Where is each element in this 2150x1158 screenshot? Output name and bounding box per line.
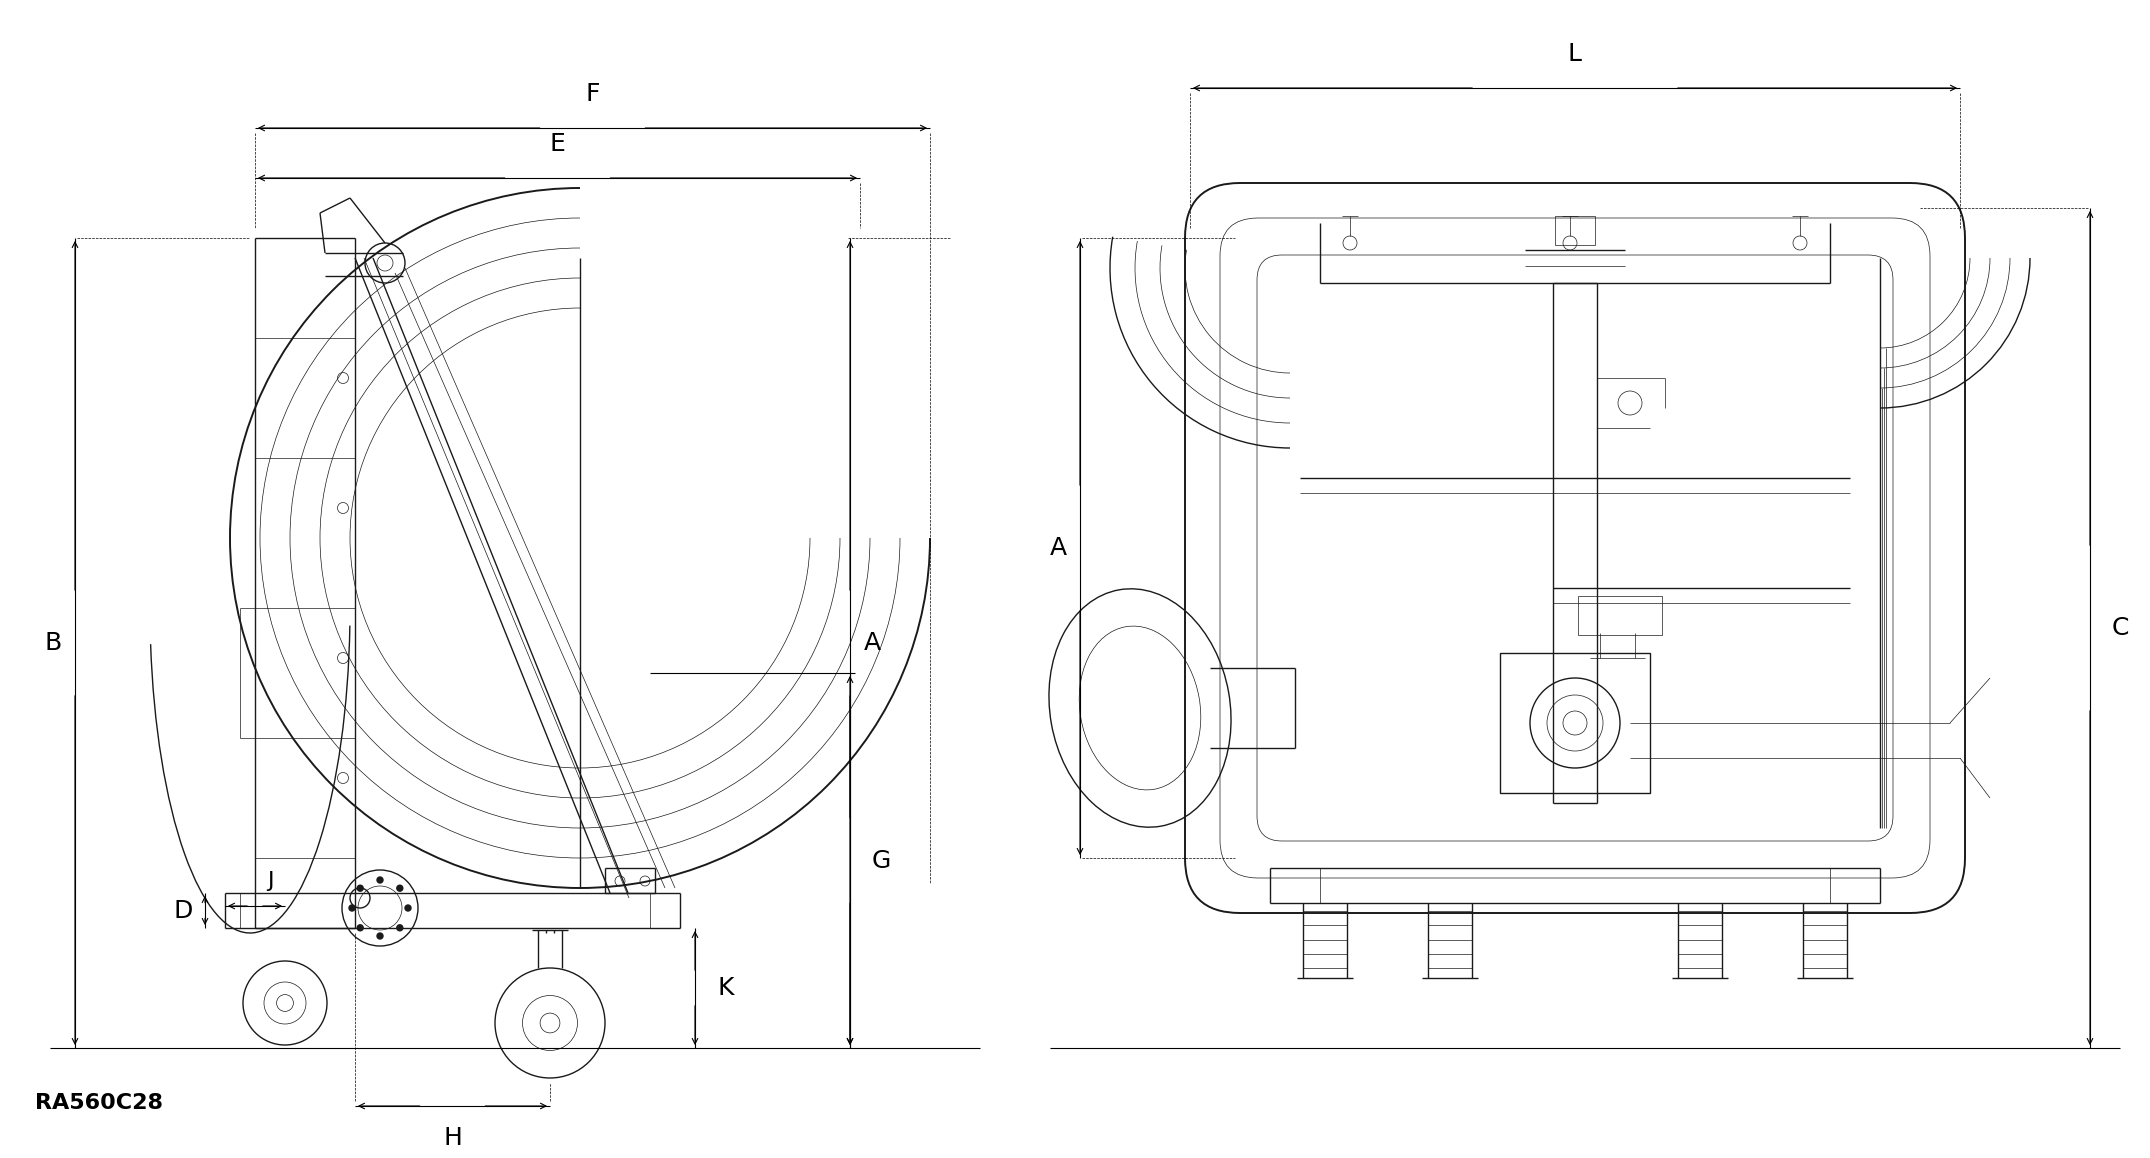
Text: K: K: [716, 976, 733, 1001]
Text: F: F: [585, 82, 600, 107]
Circle shape: [357, 925, 363, 931]
Circle shape: [404, 906, 411, 911]
Text: J: J: [267, 871, 273, 891]
Text: E: E: [550, 132, 565, 156]
Circle shape: [357, 885, 363, 892]
Circle shape: [398, 885, 402, 892]
Text: RA560C28: RA560C28: [34, 1093, 163, 1113]
Text: A: A: [864, 631, 882, 655]
Circle shape: [376, 933, 383, 939]
Text: G: G: [873, 849, 892, 872]
Circle shape: [348, 906, 355, 911]
Circle shape: [398, 925, 402, 931]
Text: B: B: [45, 631, 62, 655]
Text: L: L: [1567, 42, 1582, 66]
Text: C: C: [2111, 616, 2128, 640]
Text: H: H: [443, 1126, 462, 1150]
Circle shape: [376, 877, 383, 884]
Text: A: A: [1049, 536, 1066, 560]
Text: D: D: [174, 899, 194, 923]
